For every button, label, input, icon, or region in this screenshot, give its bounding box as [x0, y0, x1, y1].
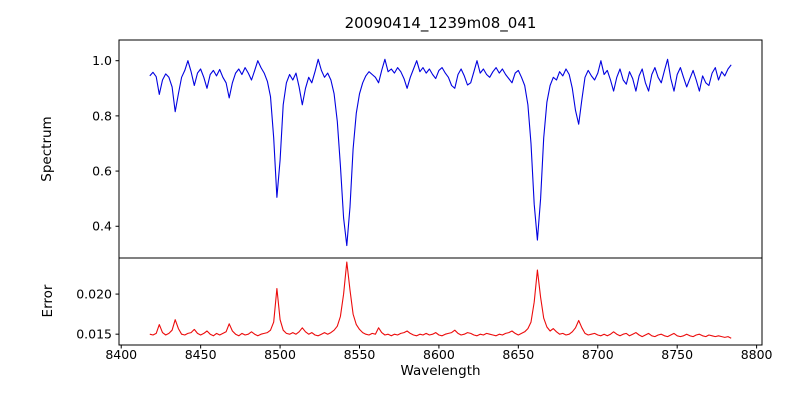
y-tick-label: 0.015: [76, 327, 112, 342]
x-tick-label: 8750: [661, 347, 693, 362]
chart-title: 20090414_1239m08_041: [344, 14, 537, 32]
panel-frame-error: [118, 257, 763, 346]
y-tick-label: 1.0: [92, 53, 112, 68]
y-tick-label: 0.6: [92, 163, 112, 178]
y-tick-label: 0.4: [92, 219, 112, 234]
y-axis-label-spectrum: Spectrum: [39, 116, 55, 182]
spectrum-line: [149, 58, 732, 247]
x-tick-label: 8800: [741, 347, 773, 362]
x-tick-label: 8550: [344, 347, 376, 362]
x-tick-label: 8700: [582, 347, 614, 362]
panel-frame-spectrum: [118, 39, 763, 259]
y-tick-label: 0.020: [76, 286, 112, 301]
error-line: [149, 261, 732, 339]
x-tick-label: 8500: [264, 347, 296, 362]
x-axis-label: Wavelength: [400, 363, 481, 379]
y-tick-label: 0.8: [92, 108, 112, 123]
x-tick-label: 8650: [502, 347, 534, 362]
x-tick-label: 8400: [105, 347, 137, 362]
x-tick-label: 8450: [185, 347, 217, 362]
y-axis-label-error: Error: [40, 284, 56, 318]
x-tick-label: 8600: [423, 347, 455, 362]
